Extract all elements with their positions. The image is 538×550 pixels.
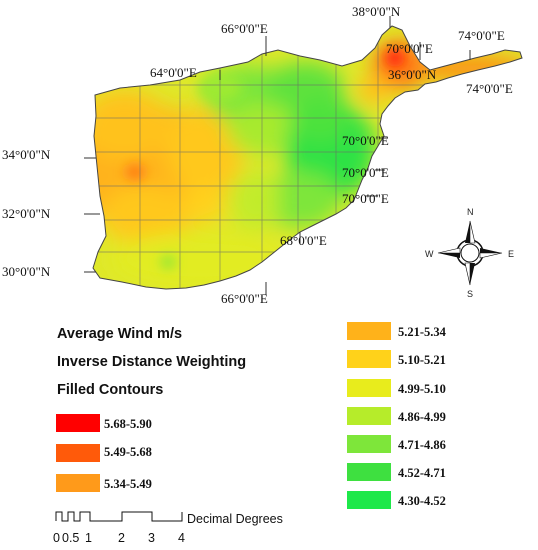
country-boundary: [92, 25, 523, 290]
lat-label-34n: 34°0'0"N: [2, 147, 51, 162]
compass-west-label: W: [425, 249, 434, 259]
legend-title-average-wind: Average Wind m/s: [57, 326, 183, 342]
legend-swatch: [347, 491, 391, 509]
legend-class-label: 5.10-5.21: [398, 353, 446, 367]
lon-label-66e-top: 66°0'0"E: [221, 21, 268, 36]
scale-tick-label: 3: [148, 531, 155, 545]
scale-tick-label: 1: [85, 531, 92, 545]
lat-label-30n: 30°0'0"N: [2, 264, 51, 279]
legend-class-label: 5.34-5.49: [104, 477, 152, 491]
legend-swatch: [347, 350, 391, 368]
legend-class-label: 4.30-4.52: [398, 494, 446, 508]
lat-label-38n: 38°0'0"N: [352, 4, 401, 19]
legend-class-label: 5.21-5.34: [398, 325, 446, 339]
legend-class-label: 4.52-4.71: [398, 466, 446, 480]
scale-tick-label: 0: [53, 531, 60, 545]
lon-label-74e-east: 74°0'0"E: [466, 81, 513, 96]
lat-label-32n: 32°0'0"N: [2, 206, 51, 221]
legend-swatch: [56, 414, 100, 432]
legend-class-label: 5.68-5.90: [104, 417, 152, 431]
compass-east-label: E: [508, 249, 515, 259]
lon-label-66e-bottom: 66°0'0"E: [221, 291, 268, 306]
legend-class-label: 4.99-5.10: [398, 382, 446, 396]
scale-tick-label: 0.5: [62, 531, 80, 545]
legend-class-label: 4.86-4.99: [398, 410, 446, 424]
lat-label-36n: 36°0'0"N: [388, 67, 437, 82]
legend-swatch: [347, 435, 391, 453]
legend-class-label: 5.49-5.68: [104, 445, 152, 459]
scale-unit-label: Decimal Degrees: [187, 512, 283, 526]
legend-swatch: [347, 407, 391, 425]
lon-label-68e: 68°0'0"E: [280, 233, 327, 248]
lon-label-70e-b: 70°0'0"E: [342, 133, 389, 148]
scale-bar: [55, 511, 183, 522]
legend-swatch: [56, 444, 100, 462]
lon-label-74e-top: 74°0'0"E: [458, 28, 505, 43]
legend-swatch: [56, 474, 100, 492]
scale-tick-label: 2: [118, 531, 125, 545]
lon-label-64e: 64°0'0"E: [150, 65, 197, 80]
legend-swatch: [347, 322, 391, 340]
legend-title-filled-contours: Filled Contours: [57, 382, 164, 398]
lon-label-70e-d: 70°0'0"E: [342, 191, 389, 206]
compass-rose: [437, 220, 503, 286]
legend-swatch: [347, 379, 391, 397]
legend-swatch: [347, 463, 391, 481]
legend-class-label: 4.71-4.86: [398, 438, 446, 452]
compass-north-label: N: [467, 207, 474, 217]
graticule-ticks: [84, 16, 471, 295]
compass-south-label: S: [467, 289, 474, 299]
lon-label-70e-c: 70°0'0"E: [342, 165, 389, 180]
lon-label-70e-north: 70°0'0"E: [386, 41, 433, 56]
scale-tick-label: 4: [178, 531, 185, 545]
legend-title-method: Inverse Distance Weighting: [57, 354, 247, 370]
